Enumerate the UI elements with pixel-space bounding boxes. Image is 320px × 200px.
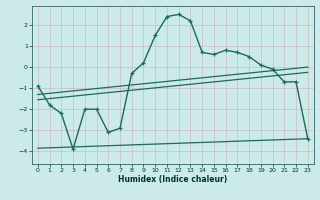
- X-axis label: Humidex (Indice chaleur): Humidex (Indice chaleur): [118, 175, 228, 184]
